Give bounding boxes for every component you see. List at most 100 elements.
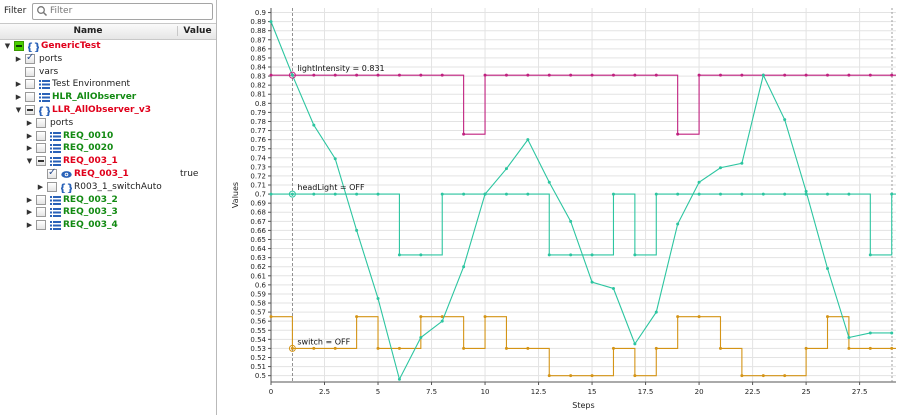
- expand-arrow-icon[interactable]: ▶: [26, 208, 33, 217]
- y-tick-label: 0.73: [250, 163, 266, 171]
- tree-row[interactable]: REQ_003_1 true: [0, 167, 216, 181]
- tree-checkbox[interactable]: [36, 117, 46, 128]
- tree-row-label: REQ_0010: [63, 130, 114, 141]
- tree-checkbox[interactable]: [36, 207, 46, 218]
- data-point: [590, 280, 594, 284]
- data-point: [826, 267, 830, 271]
- tree-row[interactable]: ▶ REQ_003_3: [0, 206, 216, 219]
- data-point: [740, 161, 744, 165]
- tree-checkbox[interactable]: [25, 92, 35, 103]
- list-icon: [50, 156, 61, 167]
- tree-row[interactable]: ▼ REQ_003_1: [0, 155, 216, 168]
- tree-row[interactable]: ▼ {}GenericTest: [0, 40, 216, 54]
- data-point: [397, 73, 401, 77]
- expand-arrow-icon[interactable]: ▶: [26, 195, 33, 204]
- tree-checkbox[interactable]: [25, 79, 35, 90]
- data-point: [547, 73, 551, 77]
- data-point: [569, 374, 573, 378]
- y-tick-label: 0.67: [250, 218, 266, 226]
- data-point: [804, 346, 808, 350]
- column-header-name[interactable]: Name: [73, 26, 103, 36]
- tree-checkbox[interactable]: [47, 167, 57, 179]
- data-point: [676, 132, 680, 136]
- data-point: [804, 73, 808, 77]
- tree-checkbox[interactable]: [25, 52, 35, 64]
- tree-checkbox[interactable]: [14, 41, 24, 51]
- y-tick-label: 0.63: [250, 254, 266, 262]
- tree-row[interactable]: ▶ REQ_003_2: [0, 194, 216, 207]
- data-point: [526, 138, 530, 142]
- tree-checkbox[interactable]: [47, 181, 57, 192]
- data-point: [718, 192, 722, 196]
- tree-row[interactable]: ▶ ports: [0, 117, 216, 130]
- collapse-arrow-icon[interactable]: ▼: [15, 106, 22, 114]
- data-point: [676, 192, 680, 196]
- data-point: [312, 73, 316, 77]
- y-tick-label: 0.79: [250, 109, 266, 117]
- column-header-value[interactable]: Value: [177, 26, 216, 36]
- data-point: [376, 192, 380, 196]
- tree-row[interactable]: ▶ ports: [0, 52, 216, 66]
- tree-row[interactable]: ▶ REQ_003_4: [0, 219, 216, 232]
- tree-checkbox[interactable]: [36, 143, 46, 154]
- tree-row-label: R003_1_switchAuto: [74, 181, 162, 192]
- data-point: [611, 73, 615, 77]
- tree-row[interactable]: ▼ {}LLR_AllObserver_v3: [0, 104, 216, 118]
- tree-row-label: REQ_003_4: [63, 220, 118, 231]
- tree-row-label: REQ_003_1: [63, 156, 118, 167]
- tree-row[interactable]: ▶ {}R003_1_switchAuto: [0, 181, 216, 194]
- tree-row[interactable]: ▶ REQ_0020: [0, 142, 216, 155]
- data-point: [547, 180, 551, 184]
- tree-row-label: GenericTest: [41, 41, 101, 51]
- filter-input[interactable]: [50, 4, 208, 18]
- expand-arrow-icon[interactable]: ▶: [26, 221, 33, 230]
- data-point: [419, 253, 423, 257]
- data-point: [590, 374, 594, 378]
- tree-row[interactable]: ▶ REQ_0010: [0, 130, 216, 143]
- collapse-arrow-icon[interactable]: ▼: [4, 42, 11, 50]
- data-point: [783, 73, 787, 77]
- expand-arrow-icon[interactable]: ▶: [15, 54, 22, 63]
- x-tick-label: 0: [269, 388, 273, 396]
- expand-arrow-icon[interactable]: ▶: [26, 118, 33, 127]
- data-point: [376, 73, 380, 77]
- data-point: [504, 167, 508, 171]
- y-tick-label: 0.66: [250, 227, 266, 235]
- tree-checkbox[interactable]: [25, 66, 35, 77]
- data-point: [868, 331, 872, 335]
- data-point: [419, 315, 423, 319]
- tree-row[interactable]: vars: [0, 66, 216, 79]
- tree-row[interactable]: ▶ Test Environment: [0, 78, 216, 91]
- data-point: [333, 157, 337, 161]
- filter-box[interactable]: [32, 3, 213, 20]
- data-point: [868, 73, 872, 77]
- data-point: [740, 374, 744, 378]
- tree-checkbox[interactable]: [36, 220, 46, 231]
- data-point: [590, 253, 594, 257]
- y-tick-label: 0.65: [250, 236, 266, 244]
- data-point: [376, 296, 380, 300]
- tree-checkbox[interactable]: [36, 156, 46, 167]
- data-point: [847, 73, 851, 77]
- x-tick-label: 25: [802, 388, 811, 396]
- data-point: [440, 73, 444, 77]
- data-point: [826, 192, 830, 196]
- expand-arrow-icon[interactable]: ▶: [26, 131, 33, 140]
- data-point: [355, 228, 359, 232]
- data-point: [611, 346, 615, 350]
- expand-arrow-icon[interactable]: ▶: [26, 144, 33, 153]
- series-line: [271, 193, 896, 256]
- collapse-arrow-icon[interactable]: ▼: [26, 157, 33, 166]
- expand-arrow-icon[interactable]: ▶: [15, 80, 22, 89]
- tree-checkbox[interactable]: [36, 130, 46, 141]
- expand-arrow-icon[interactable]: ▶: [15, 93, 22, 102]
- data-point: [397, 346, 401, 350]
- tree-row[interactable]: ▶ HLR_AllObserver: [0, 91, 216, 104]
- expand-arrow-icon[interactable]: ▶: [37, 182, 44, 191]
- tree-checkbox[interactable]: [25, 105, 35, 115]
- data-point: [654, 73, 658, 77]
- data-point: [355, 315, 359, 319]
- signal-chart[interactable]: 0.50.510.520.530.540.550.560.570.580.590…: [217, 0, 900, 415]
- tree-checkbox[interactable]: [36, 194, 46, 205]
- list-icon: [50, 207, 61, 218]
